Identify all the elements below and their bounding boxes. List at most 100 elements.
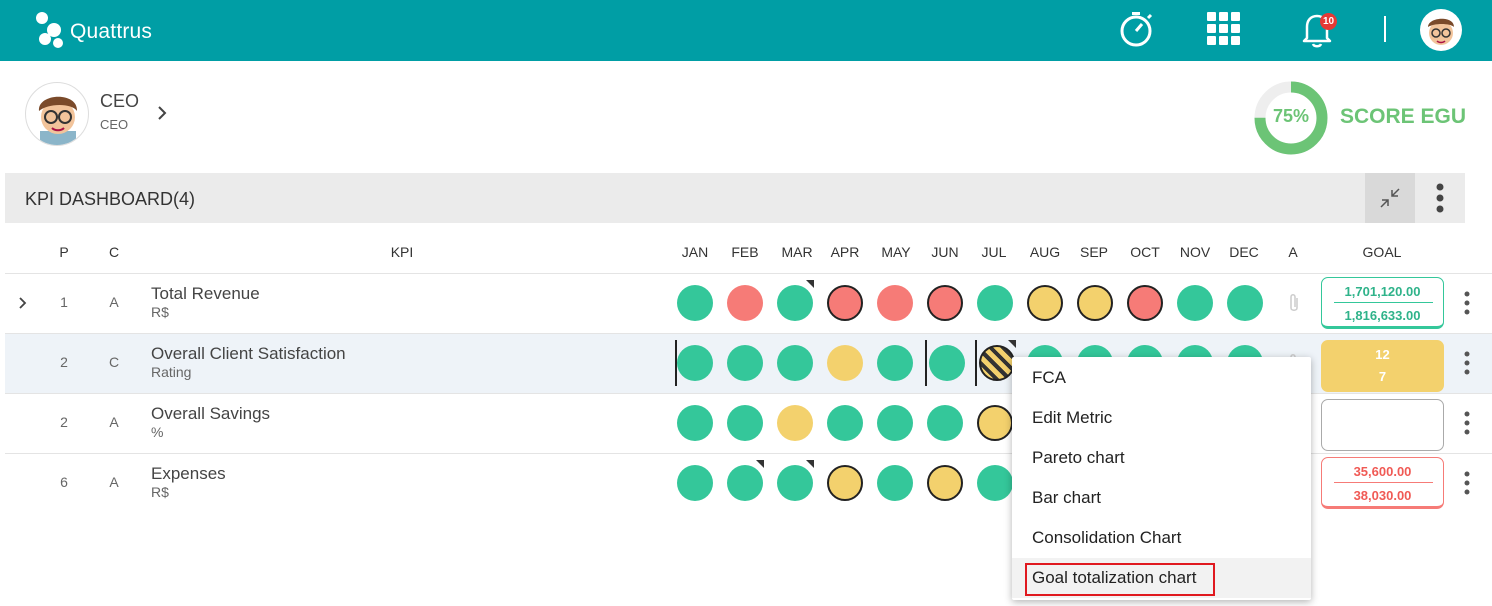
status-dot[interactable] (1227, 285, 1263, 321)
status-dot[interactable] (777, 405, 813, 441)
status-dot[interactable] (677, 465, 713, 501)
kpi-name[interactable]: Overall Savings (151, 404, 271, 423)
kpi-unit: R$ (151, 304, 169, 320)
table-row[interactable] (5, 453, 1492, 513)
status-dot[interactable] (977, 405, 1013, 441)
status-dot[interactable] (727, 285, 763, 321)
menu-item-bar-chart[interactable]: Bar chart (1032, 488, 1101, 507)
status-dot[interactable] (777, 465, 813, 501)
more-vert-icon[interactable] (1456, 288, 1478, 318)
more-vert-icon[interactable] (1456, 348, 1478, 378)
status-dot[interactable] (777, 345, 813, 381)
user-avatar[interactable] (1420, 9, 1462, 51)
goal-box[interactable]: 1,701,120.00 1,816,633.00 (1321, 277, 1444, 329)
status-dot[interactable] (827, 465, 863, 501)
comment-marker-icon (806, 280, 814, 288)
status-dot[interactable] (979, 345, 1015, 381)
row-p: 2 (60, 354, 68, 370)
kpi-name[interactable]: Total Revenue (151, 284, 260, 303)
avatar-face-icon (38, 96, 78, 145)
profile-avatar[interactable] (25, 82, 89, 146)
table-row[interactable] (5, 393, 1492, 453)
status-dot[interactable] (827, 285, 863, 321)
brand-name: Quattrus (70, 20, 153, 43)
menu-item-edit-metric[interactable]: Edit Metric (1032, 408, 1113, 427)
status-dot[interactable] (727, 465, 763, 501)
status-dot[interactable] (727, 405, 763, 441)
column-header-kpi[interactable]: KPI (390, 244, 414, 260)
collapse-arrows-icon (1380, 188, 1400, 208)
column-header-month: APR (830, 244, 860, 260)
column-header-month: FEB (731, 244, 759, 260)
kpi-unit: Rating (151, 364, 192, 380)
status-dot[interactable] (977, 465, 1013, 501)
status-dot[interactable] (1127, 285, 1163, 321)
status-dot[interactable] (977, 285, 1013, 321)
more-vert-icon[interactable] (1425, 180, 1455, 216)
chevron-right-icon[interactable] (154, 103, 170, 123)
status-dot[interactable] (677, 405, 713, 441)
score-percent: 75% (1272, 106, 1310, 126)
column-header-month: JUL (981, 244, 1007, 260)
status-dot[interactable] (877, 285, 913, 321)
status-dot[interactable] (929, 345, 965, 381)
status-dot[interactable] (877, 465, 913, 501)
status-dot[interactable] (677, 285, 713, 321)
status-dot[interactable] (777, 285, 813, 321)
kpi-name[interactable]: Expenses (151, 464, 226, 483)
column-header-month: MAR (781, 244, 813, 260)
collapse-button[interactable] (1365, 173, 1415, 223)
attachment-icon[interactable] (1287, 292, 1301, 314)
goal-actual: 38,030.00 (1353, 488, 1412, 503)
more-vert-icon[interactable] (1456, 408, 1478, 438)
row-c: A (109, 294, 119, 310)
status-dot[interactable] (677, 345, 713, 381)
more-vert-icon[interactable] (1456, 468, 1478, 498)
profile-role: CEO (100, 117, 129, 132)
score-gauge (1254, 81, 1328, 155)
comment-marker-icon (1008, 340, 1016, 348)
column-header-month: SEP (1079, 244, 1108, 260)
menu-item-consolidation-chart[interactable]: Consolidation Chart (1032, 528, 1182, 547)
column-header-month: JAN (681, 244, 709, 260)
column-header-c[interactable]: C (108, 244, 120, 260)
kpi-unit: % (151, 424, 164, 440)
status-dot[interactable] (877, 405, 913, 441)
menu-item-fca[interactable]: FCA (1032, 368, 1066, 387)
goal-target: 35,600.00 (1353, 464, 1412, 479)
menu-item-pareto-chart[interactable]: Pareto chart (1032, 448, 1125, 467)
notification-badge: 10 (1320, 13, 1337, 30)
goal-box[interactable]: 12 7 (1321, 340, 1444, 392)
goal-target: 1,701,120.00 (1344, 284, 1421, 299)
goal-actual: 1,816,633.00 (1344, 308, 1421, 323)
status-dot[interactable] (927, 285, 963, 321)
chevron-right-icon[interactable] (17, 295, 29, 311)
status-dot[interactable] (1177, 285, 1213, 321)
status-dot[interactable] (827, 345, 863, 381)
goal-box[interactable] (1321, 399, 1444, 451)
apps-grid-icon[interactable] (1204, 9, 1244, 49)
row-p: 6 (60, 474, 68, 490)
status-dot[interactable] (927, 465, 963, 501)
row-p: 2 (60, 414, 68, 430)
comment-marker-icon (756, 460, 764, 468)
goal-box[interactable]: 35,600.00 38,030.00 (1321, 457, 1444, 509)
quattrus-logo-icon[interactable] (34, 10, 164, 50)
column-header-month: OCT (1130, 244, 1160, 260)
status-dot[interactable] (727, 345, 763, 381)
avatar-face-icon (1428, 18, 1454, 45)
status-dot[interactable] (927, 405, 963, 441)
timer-icon[interactable] (1116, 9, 1156, 49)
score-label: SCORE EGU (1340, 105, 1467, 128)
kpi-unit: R$ (151, 484, 169, 500)
column-header-month: DEC (1229, 244, 1259, 260)
column-header-p[interactable]: P (59, 244, 69, 260)
status-dot[interactable] (1027, 285, 1063, 321)
status-dot[interactable] (1077, 285, 1113, 321)
column-header-month: MAY (881, 244, 911, 260)
row-p: 1 (60, 294, 68, 310)
table-row[interactable] (5, 273, 1492, 333)
kpi-name[interactable]: Overall Client Satisfaction (151, 344, 346, 363)
status-dot[interactable] (877, 345, 913, 381)
status-dot[interactable] (827, 405, 863, 441)
